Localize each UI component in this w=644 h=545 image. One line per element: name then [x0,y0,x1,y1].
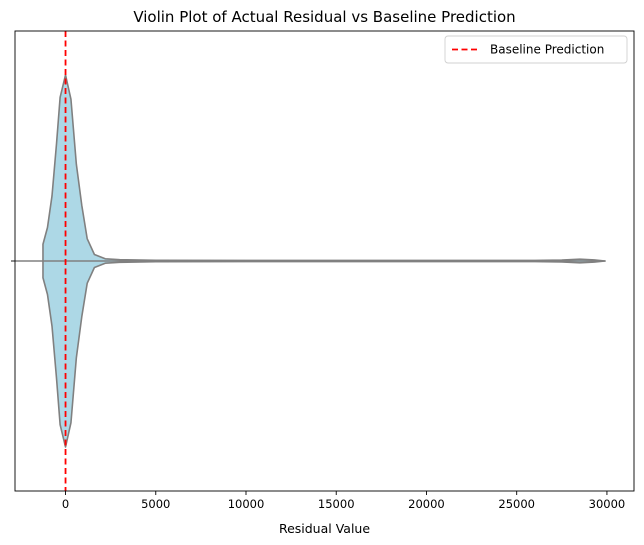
x-tick-label-10000: 10000 [228,497,265,511]
x-axis-label: Residual Value [279,521,370,536]
x-tick-label-5000: 5000 [141,497,170,511]
legend: Baseline Prediction [444,35,628,64]
plot-area [15,31,606,491]
x-axis-ticks: 0 5000 10000 15000 20000 25000 30000 [62,491,625,511]
x-tick-label-30000: 30000 [589,497,626,511]
x-tick-label-0: 0 [62,497,69,511]
x-tick-label-20000: 20000 [408,497,445,511]
chart-title: Violin Plot of Actual Residual vs Baseli… [133,8,515,26]
legend-box [444,35,628,64]
x-tick-label-25000: 25000 [498,497,535,511]
x-tick-label-15000: 15000 [318,497,355,511]
legend-label-baseline-prediction: Baseline Prediction [490,43,604,57]
